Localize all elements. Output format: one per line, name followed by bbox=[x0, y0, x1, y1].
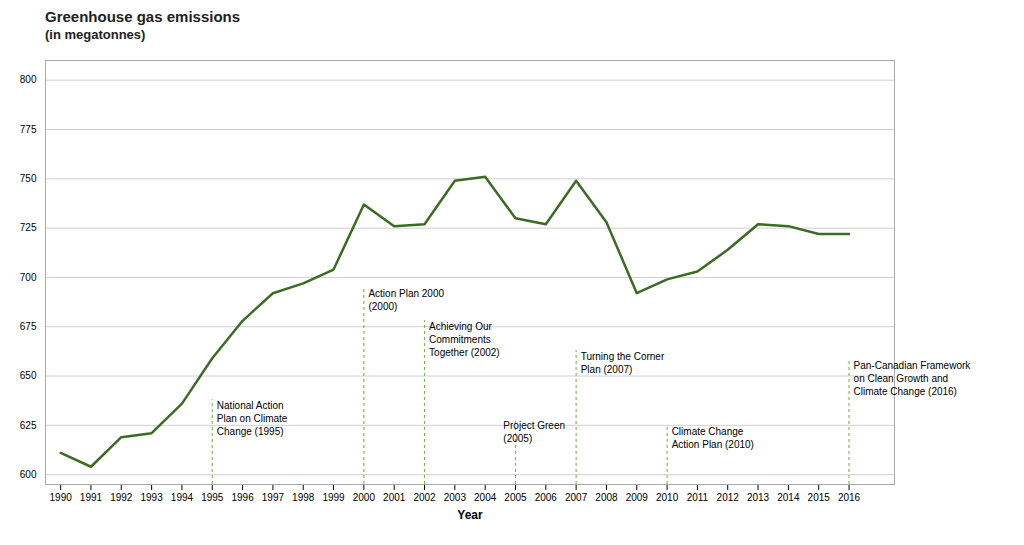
html-text:(in megatonnes): (in megatonnes) bbox=[45, 27, 146, 42]
svg-text:2009: 2009 bbox=[626, 492, 649, 503]
svg-text:700: 700 bbox=[20, 272, 37, 283]
svg-text:2012: 2012 bbox=[717, 492, 740, 503]
svg-text:2005: 2005 bbox=[504, 492, 527, 503]
svg-text:2015: 2015 bbox=[808, 492, 831, 503]
svg-text:1990: 1990 bbox=[50, 492, 73, 503]
svg-text:1996: 1996 bbox=[231, 492, 254, 503]
svg-text:2001: 2001 bbox=[383, 492, 406, 503]
svg-text:1998: 1998 bbox=[292, 492, 315, 503]
svg-text:650: 650 bbox=[20, 370, 37, 381]
svg-text:625: 625 bbox=[20, 420, 37, 431]
svg-text:1992: 1992 bbox=[110, 492, 133, 503]
svg-text:1997: 1997 bbox=[262, 492, 285, 503]
svg-text:1995: 1995 bbox=[201, 492, 224, 503]
svg-text:Climate ChangeAction Plan (201: Climate ChangeAction Plan (2010) bbox=[672, 426, 754, 450]
svg-text:1993: 1993 bbox=[141, 492, 164, 503]
svg-text:775: 775 bbox=[20, 124, 37, 135]
svg-text:2014: 2014 bbox=[777, 492, 800, 503]
svg-text:National ActionPlan on Climate: National ActionPlan on ClimateChange (19… bbox=[217, 400, 288, 437]
svg-text:Project Green(2005): Project Green(2005) bbox=[503, 420, 565, 444]
svg-text:2004: 2004 bbox=[474, 492, 497, 503]
svg-text:675: 675 bbox=[20, 321, 37, 332]
svg-text:2008: 2008 bbox=[595, 492, 618, 503]
svg-text:600: 600 bbox=[20, 469, 37, 480]
svg-text:2003: 2003 bbox=[444, 492, 467, 503]
svg-text:725: 725 bbox=[20, 222, 37, 233]
html-text:Greenhouse gas emissions: Greenhouse gas emissions bbox=[45, 8, 241, 25]
svg-text:1999: 1999 bbox=[322, 492, 345, 503]
svg-text:2011: 2011 bbox=[687, 492, 709, 503]
svg-text:1994: 1994 bbox=[171, 492, 194, 503]
svg-text:1991: 1991 bbox=[80, 492, 103, 503]
svg-text:2000: 2000 bbox=[353, 492, 376, 503]
svg-text:2007: 2007 bbox=[565, 492, 588, 503]
svg-text:2016: 2016 bbox=[838, 492, 861, 503]
svg-text:Action Plan 2000(2000): Action Plan 2000(2000) bbox=[368, 288, 444, 312]
svg-text:750: 750 bbox=[20, 173, 37, 184]
svg-text:2006: 2006 bbox=[535, 492, 558, 503]
svg-text:Turning the CornerPlan (2007): Turning the CornerPlan (2007) bbox=[581, 351, 665, 375]
svg-text:Year: Year bbox=[457, 508, 483, 522]
svg-text:2002: 2002 bbox=[413, 492, 436, 503]
svg-text:2013: 2013 bbox=[747, 492, 770, 503]
svg-text:800: 800 bbox=[20, 74, 37, 85]
svg-text:Achieving OurCommitmentsTogeth: Achieving OurCommitmentsTogether (2002) bbox=[429, 321, 500, 358]
svg-text:Pan-Canadian Frameworkon Clean: Pan-Canadian Frameworkon Clean Growth an… bbox=[854, 360, 972, 397]
svg-text:2010: 2010 bbox=[656, 492, 679, 503]
